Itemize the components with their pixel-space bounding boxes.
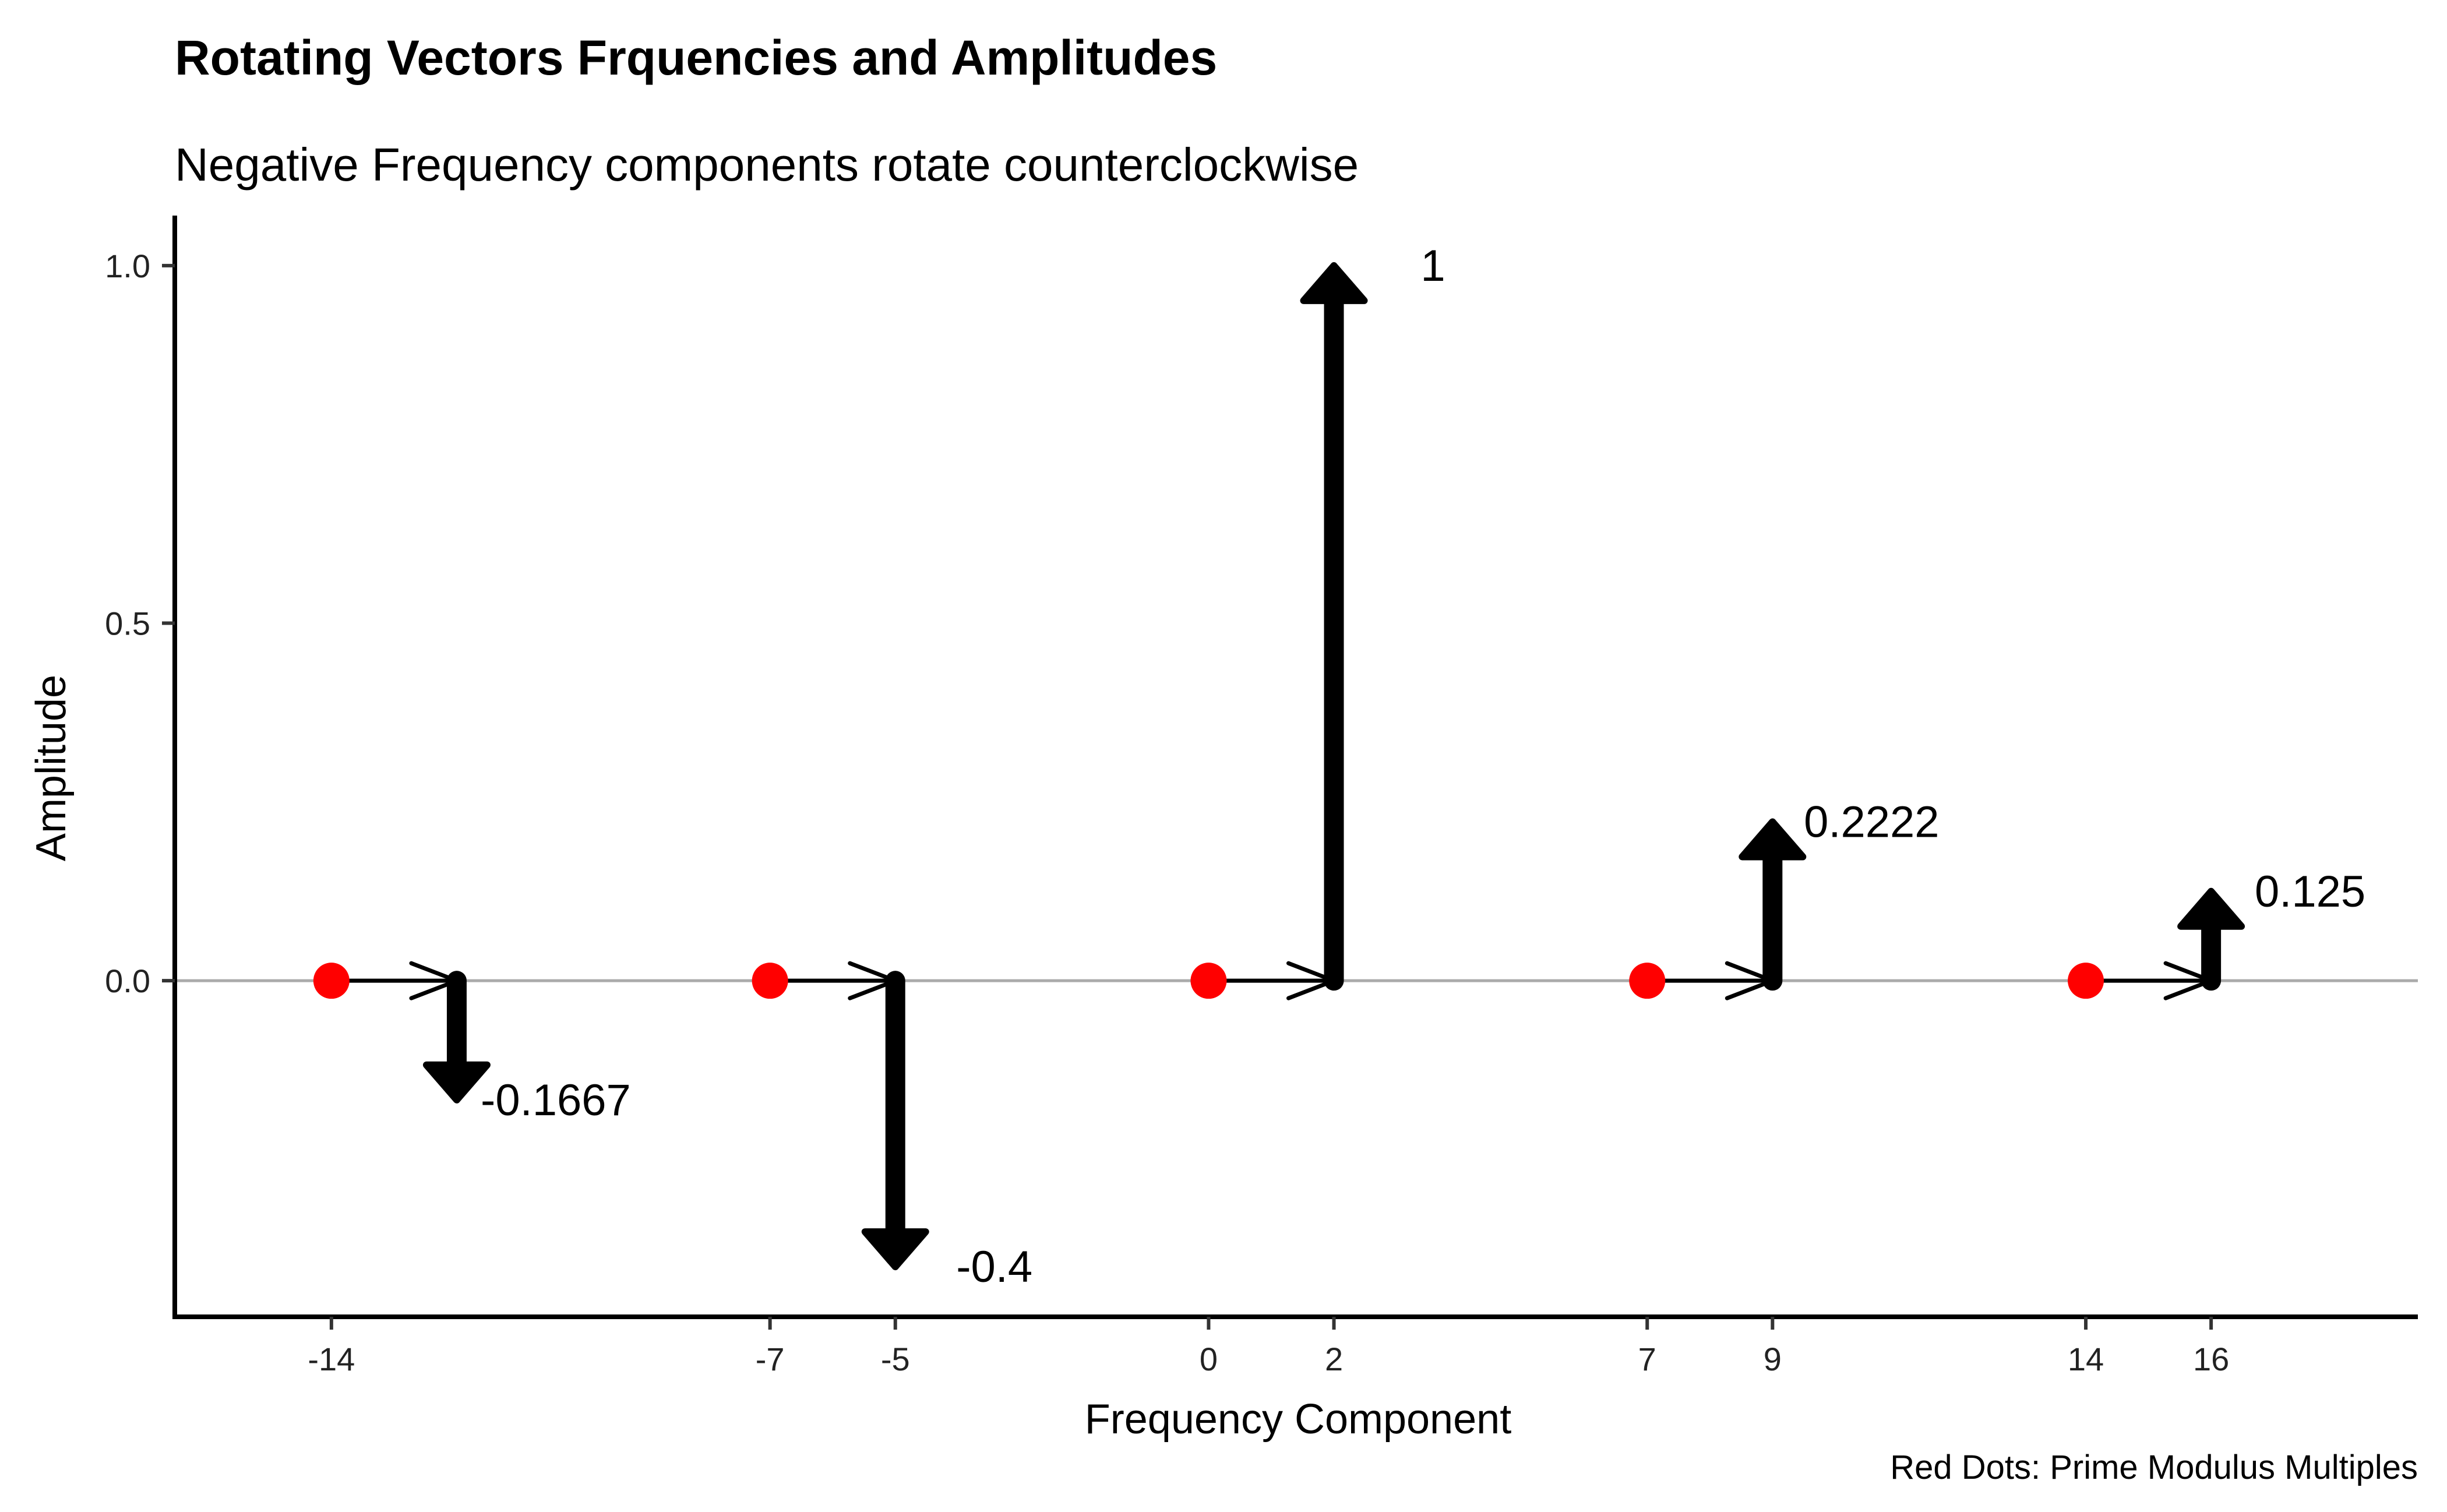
prime-modulus-dot [2068, 963, 2104, 999]
prime-modulus-dot [1629, 963, 1666, 999]
x-axis-title: Frequency Component [1085, 1396, 1511, 1443]
x-tick-label: -14 [308, 1341, 355, 1377]
plot-area: 0.0 0.5 1.0 -14 -7 -5 0 2 7 9 14 16 -0.1667 -0.4 1 0.22… [105, 216, 2418, 1377]
amplitude-arrowhead [422, 1061, 491, 1104]
amplitude-arrowhead [1300, 262, 1368, 304]
amplitude-value-label: 0.125 [2255, 867, 2365, 917]
prime-modulus-dot [313, 963, 350, 999]
x-tick-label: 9 [1764, 1341, 1782, 1377]
amplitude-arrowhead [1739, 818, 1807, 861]
prime-modulus-dot [752, 963, 788, 999]
x-tick-label: 2 [1325, 1341, 1343, 1377]
y-tick-label: 0.0 [105, 963, 150, 999]
x-tick-label: 14 [2068, 1341, 2104, 1377]
x-tick-label: -7 [756, 1341, 785, 1377]
amplitude-arrowhead [2177, 887, 2245, 930]
x-tick-label: 7 [1638, 1341, 1656, 1377]
amplitude-value-label: 1 [1420, 241, 1445, 291]
y-tick-label: 0.5 [105, 605, 150, 642]
amplitude-arrowhead [861, 1228, 929, 1271]
chart-title: Rotating Vectors Frquencies and Amplitud… [175, 30, 1217, 85]
chart-subtitle: Negative Frequency components rotate cou… [175, 139, 1359, 191]
y-axis-title: Amplitude [28, 675, 75, 861]
amplitude-value-label: -0.4 [956, 1242, 1032, 1292]
chart-caption: Red Dots: Prime Modulus Multiples [1890, 1448, 2418, 1486]
amplitude-value-label: 0.2222 [1804, 797, 1939, 847]
amplitude-value-label: -0.1667 [481, 1076, 631, 1125]
x-tick-label: -5 [881, 1341, 910, 1377]
x-tick-label: 16 [2193, 1341, 2229, 1377]
x-tick-label: 0 [1200, 1341, 1218, 1377]
prime-modulus-dot [1190, 963, 1227, 999]
y-tick-label: 1.0 [105, 248, 150, 284]
